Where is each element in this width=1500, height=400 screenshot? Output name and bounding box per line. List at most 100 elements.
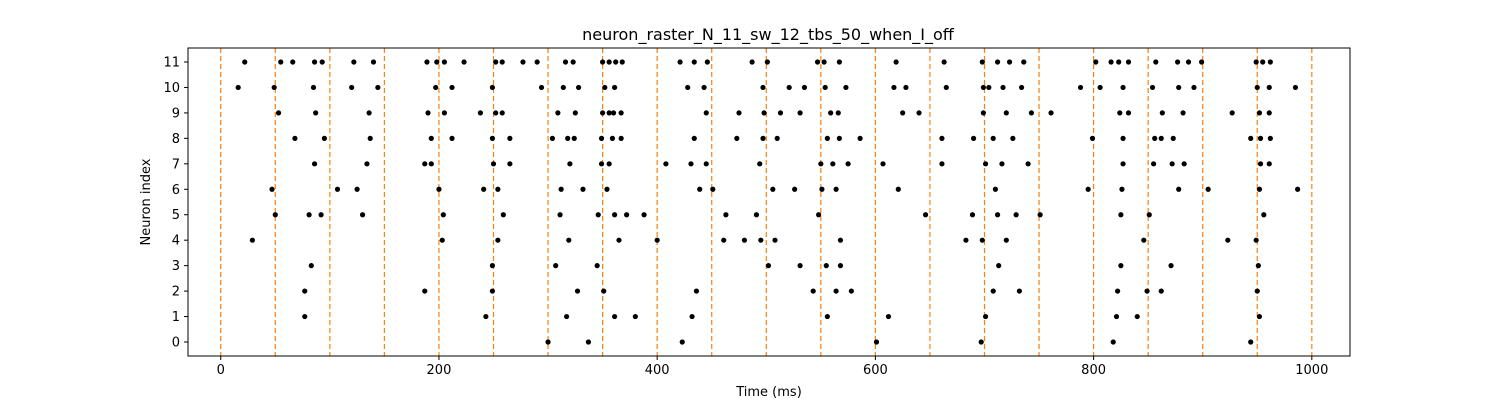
spike-point bbox=[814, 59, 821, 65]
spike-point bbox=[710, 186, 716, 192]
spike-point bbox=[449, 84, 455, 91]
spike-point bbox=[439, 237, 445, 243]
spike-point bbox=[321, 135, 327, 141]
spike-point bbox=[1257, 161, 1264, 167]
spike-point bbox=[249, 237, 255, 243]
spike-point bbox=[1255, 263, 1261, 269]
x-tick-label: 1000 bbox=[1295, 363, 1328, 378]
spike-point bbox=[618, 110, 624, 116]
spike-point bbox=[1085, 186, 1091, 192]
spike-point bbox=[830, 161, 836, 167]
spike-point bbox=[986, 84, 992, 91]
spike-point bbox=[1180, 110, 1186, 116]
spike-point bbox=[760, 135, 766, 141]
y-tick-label: 7 bbox=[172, 157, 180, 172]
spike-point bbox=[349, 84, 355, 91]
spike-point bbox=[434, 59, 440, 65]
spike-point bbox=[822, 84, 828, 91]
spike-point bbox=[606, 110, 612, 116]
spike-point bbox=[1266, 161, 1272, 167]
spike-point bbox=[489, 84, 496, 91]
spike-point bbox=[308, 263, 314, 269]
spike-point bbox=[500, 212, 506, 218]
spike-point bbox=[1048, 110, 1054, 116]
spike-point bbox=[741, 237, 748, 243]
spike-point bbox=[1153, 59, 1159, 65]
spike-point bbox=[736, 110, 742, 116]
spike-point bbox=[1158, 135, 1164, 141]
spike-point bbox=[1028, 110, 1035, 116]
spike-point bbox=[1025, 161, 1031, 167]
x-tick-label: 800 bbox=[1081, 363, 1106, 378]
spike-point bbox=[461, 59, 467, 65]
spike-point bbox=[697, 186, 703, 192]
spike-point bbox=[558, 186, 564, 192]
reference-lines bbox=[220, 48, 1313, 356]
spike-point bbox=[654, 237, 660, 243]
spike-point bbox=[641, 212, 647, 218]
spike-point bbox=[943, 84, 949, 91]
spike-point bbox=[663, 161, 669, 167]
spike-point bbox=[677, 59, 683, 65]
spike-point bbox=[761, 110, 767, 116]
spike-point bbox=[612, 313, 618, 320]
spike-point bbox=[499, 59, 505, 65]
spike-point bbox=[272, 212, 278, 218]
spike-point bbox=[1077, 84, 1084, 91]
spike-point bbox=[980, 84, 986, 91]
spike-point bbox=[1248, 339, 1254, 345]
spike-point bbox=[489, 135, 496, 141]
spike-point bbox=[570, 59, 576, 65]
spike-point bbox=[1205, 186, 1211, 192]
spike-point bbox=[797, 110, 803, 116]
spike-point bbox=[545, 339, 551, 345]
spike-point bbox=[354, 186, 360, 192]
spike-point bbox=[538, 84, 545, 91]
spike-point bbox=[271, 84, 277, 91]
y-tick-label: 8 bbox=[172, 132, 180, 147]
spike-point bbox=[893, 59, 899, 65]
spike-point bbox=[837, 237, 844, 243]
spike-point bbox=[367, 135, 373, 141]
spike-point bbox=[602, 84, 608, 91]
spike-point bbox=[1125, 59, 1132, 65]
spike-point bbox=[1021, 59, 1027, 65]
spike-point bbox=[619, 59, 625, 65]
spike-point bbox=[1119, 186, 1125, 192]
spike-point bbox=[721, 237, 727, 243]
spike-point bbox=[574, 288, 581, 294]
spike-point bbox=[311, 161, 318, 167]
spike-point bbox=[495, 237, 501, 243]
spike-point bbox=[302, 313, 308, 320]
spike-point bbox=[1158, 288, 1164, 294]
spike-point bbox=[999, 161, 1005, 167]
spike-point bbox=[979, 59, 985, 65]
spike-point bbox=[821, 59, 827, 65]
spike-point bbox=[310, 84, 317, 91]
spike-point bbox=[585, 339, 592, 345]
spike-point bbox=[609, 135, 616, 141]
spike-point bbox=[1256, 110, 1263, 116]
spike-point bbox=[774, 135, 780, 141]
spike-point bbox=[816, 212, 822, 218]
spike-point bbox=[606, 59, 612, 65]
spike-point bbox=[433, 84, 439, 91]
spike-point bbox=[691, 59, 697, 65]
spike-point bbox=[351, 59, 357, 65]
spike-point bbox=[600, 59, 606, 65]
spike-point bbox=[1118, 212, 1124, 218]
spike-point bbox=[1097, 84, 1103, 91]
spike-point bbox=[810, 288, 816, 294]
spike-point bbox=[576, 84, 582, 91]
spike-point bbox=[824, 135, 830, 141]
spike-point bbox=[758, 237, 764, 243]
spike-point bbox=[1257, 135, 1264, 141]
spike-point bbox=[440, 212, 446, 218]
spike-point bbox=[770, 186, 776, 192]
spike-point bbox=[1248, 135, 1254, 141]
spike-point bbox=[562, 59, 569, 65]
spike-point bbox=[922, 212, 929, 218]
spike-point bbox=[801, 84, 808, 91]
y-tick-label: 5 bbox=[172, 208, 180, 223]
spike-point bbox=[734, 135, 740, 141]
